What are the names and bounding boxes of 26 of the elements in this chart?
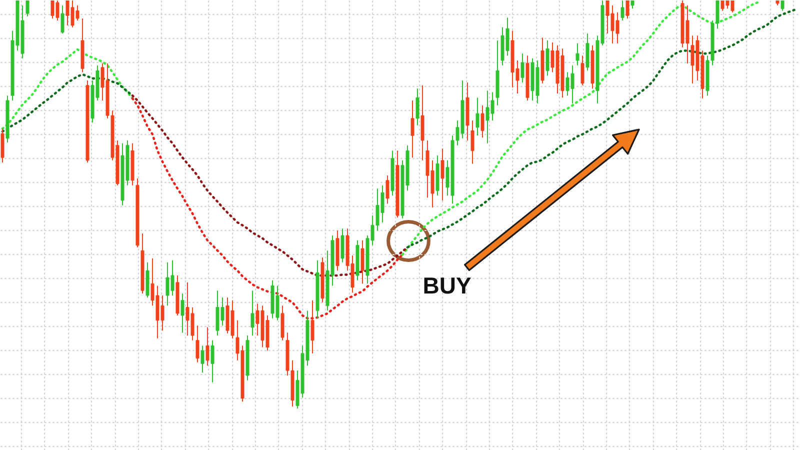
candlestick <box>580 55 584 86</box>
candlestick <box>206 326 210 366</box>
candlestick <box>546 40 550 76</box>
candlestick <box>780 0 784 12</box>
candlestick <box>340 228 344 263</box>
candlestick <box>410 100 414 158</box>
candlestick <box>520 53 524 84</box>
candlestick <box>476 97 480 136</box>
candlestick <box>210 340 214 383</box>
candlestick <box>470 120 474 164</box>
candlestick <box>480 104 484 138</box>
annotation: BUY <box>422 272 472 298</box>
candlestick <box>60 4 64 34</box>
candlestick <box>416 88 420 126</box>
candlestick <box>620 0 624 21</box>
candlestick <box>200 345 204 374</box>
candlestick <box>180 292 184 334</box>
candlestick <box>576 42 580 66</box>
candlestick <box>310 300 314 354</box>
candlestick <box>440 148 444 201</box>
candlestick <box>250 290 254 336</box>
candlestick <box>26 0 30 17</box>
candlestick <box>196 325 200 363</box>
candlestick <box>360 240 364 284</box>
candlestick <box>386 175 390 204</box>
candlestick <box>626 0 630 19</box>
